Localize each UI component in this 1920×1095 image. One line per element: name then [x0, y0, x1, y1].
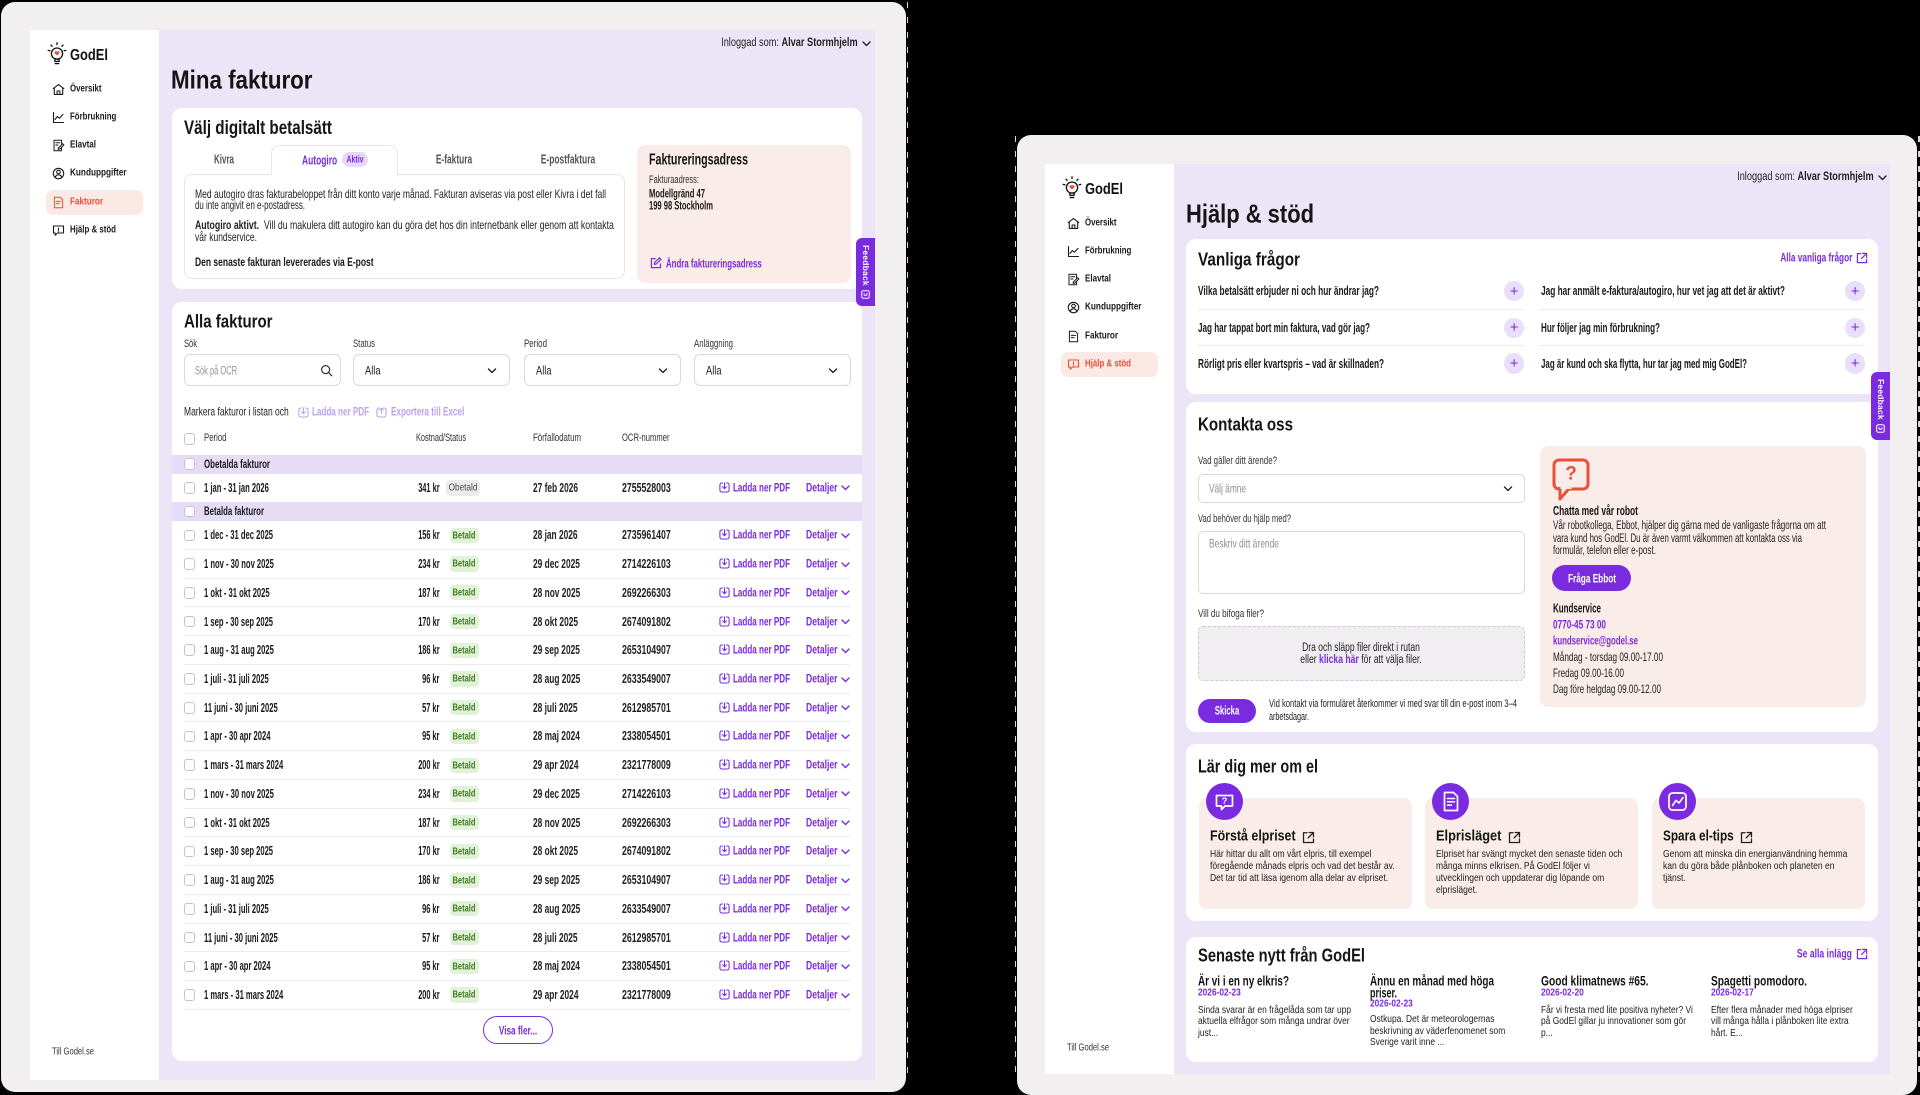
- svg-text:?: ?: [1565, 464, 1577, 485]
- svg-text:?: ?: [1221, 796, 1227, 807]
